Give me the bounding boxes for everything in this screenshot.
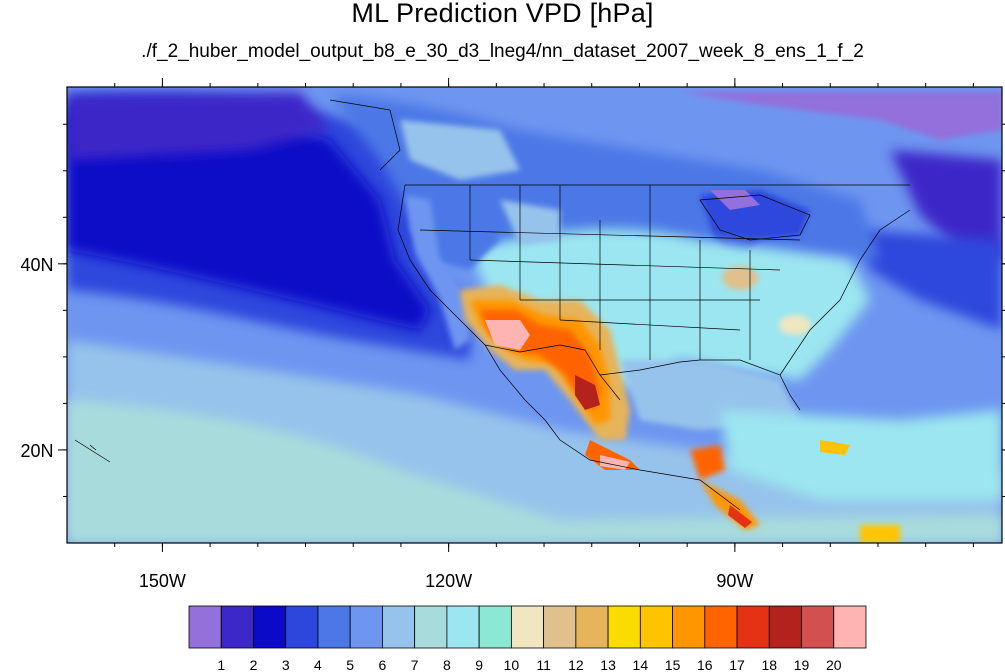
- lon-tick-label: 150W: [139, 571, 186, 591]
- colorbar-swatch: [510, 605, 545, 649]
- colorbar-label: 6: [379, 657, 387, 672]
- colorbar-label: 20: [826, 657, 842, 672]
- lon-tick-label: 120W: [425, 571, 472, 591]
- colorbar: 1 2 3 4 5 6 7 8 9 10 11 12 13 14 15 16 17 18 19 20: [188, 605, 867, 672]
- colorbar-label: 4: [314, 657, 322, 672]
- colorbar-label: 3: [282, 657, 290, 672]
- colorbar-swatch: [478, 605, 512, 649]
- colorbar-swatch: [220, 605, 254, 649]
- colorbar-label: 18: [761, 657, 777, 672]
- colorbar-label: 7: [411, 657, 419, 672]
- lat-tick-label: 20N: [20, 441, 53, 461]
- colorbar-swatch: [768, 605, 802, 649]
- colorbar-label: 9: [475, 657, 483, 672]
- colorbar-label: 5: [346, 657, 354, 672]
- colorbar-label: 16: [697, 657, 713, 672]
- colorbar-label: 13: [600, 657, 616, 672]
- colorbar-label: 1: [217, 657, 225, 672]
- colorbar-swatch: [414, 605, 448, 649]
- colorbar-swatch: [575, 605, 609, 649]
- colorbar-swatch: [801, 605, 835, 649]
- colorbar-swatch: [704, 605, 738, 649]
- colorbar-label: 14: [633, 657, 649, 672]
- colorbar-swatch: [349, 605, 383, 649]
- colorbar-swatch: [188, 605, 222, 649]
- lat-tick-label: 40N: [20, 255, 53, 275]
- colorbar-label: 10: [504, 657, 520, 672]
- latitude-ticks: 40N 20N: [20, 123, 1005, 497]
- political-boundaries: [74, 99, 911, 511]
- colorbar-swatch: [833, 605, 867, 649]
- colorbar-swatch: [672, 605, 706, 649]
- colorbar-label: 17: [729, 657, 745, 672]
- colorbar-swatch: [543, 605, 577, 649]
- colorbar-swatch: [736, 605, 770, 649]
- colorbar-label: 15: [665, 657, 681, 672]
- colorbar-label: 8: [443, 657, 451, 672]
- vpd-field: [67, 87, 1002, 543]
- lon-tick-label: 90W: [716, 571, 753, 591]
- colorbar-swatch: [382, 605, 416, 649]
- colorbar-swatch: [446, 605, 480, 649]
- map-subtitle: ./f_2_huber_model_output_b8_e_30_d3_lneg…: [141, 41, 864, 62]
- colorbar-label: 19: [794, 657, 810, 672]
- colorbar-label: 2: [250, 657, 258, 672]
- colorbar-label: 11: [536, 657, 551, 672]
- colorbar-swatch: [639, 605, 673, 649]
- longitude-ticks: 150W 120W 90W: [114, 78, 974, 591]
- colorbar-swatch: [253, 605, 287, 649]
- colorbar-swatch: [317, 605, 351, 649]
- colorbar-swatch: [607, 605, 641, 649]
- map-frame: [66, 86, 1003, 544]
- colorbar-swatch: [285, 605, 319, 649]
- map-title: ML Prediction VPD [hPa]: [351, 0, 654, 28]
- colorbar-label: 12: [568, 657, 584, 672]
